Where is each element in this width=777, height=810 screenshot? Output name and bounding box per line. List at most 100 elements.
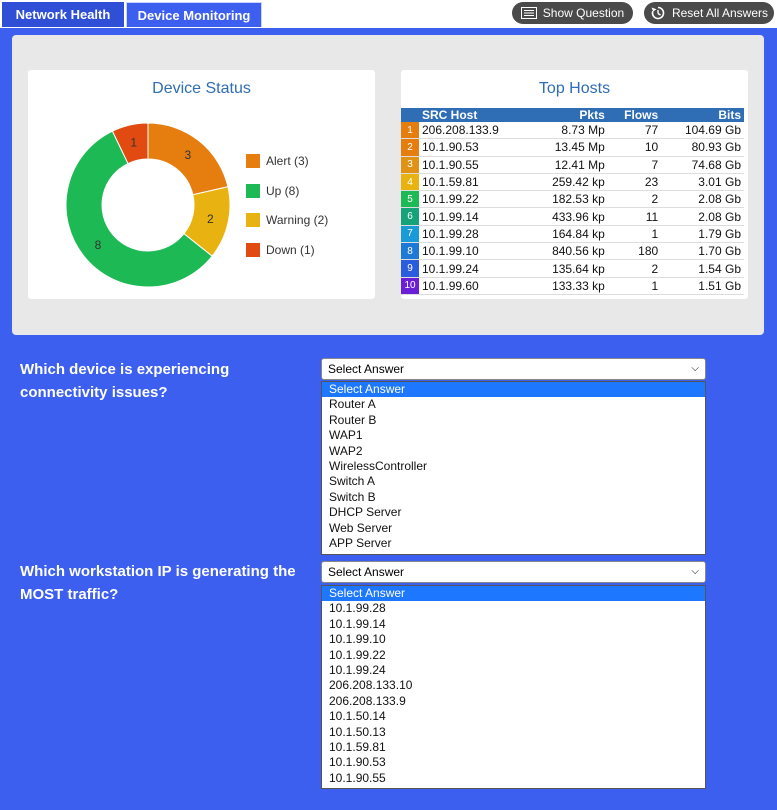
- dropdown-option[interactable]: 10.1.99.14: [329, 616, 386, 631]
- donut-value-label: 8: [95, 238, 102, 252]
- dropdown-option[interactable]: 10.1.99.22: [329, 647, 386, 662]
- legend-swatch: [246, 242, 260, 257]
- question-1-select[interactable]: Select Answer ⌵: [321, 358, 706, 380]
- src-host-cell: 10.1.99.10: [419, 242, 530, 261]
- dropdown-option[interactable]: Select Answer: [322, 382, 705, 398]
- dropdown-option[interactable]: WAP1: [329, 428, 363, 443]
- bits-cell: 74.68 Gb: [661, 156, 744, 174]
- dropdown-option[interactable]: 10.1.99.28: [329, 601, 386, 616]
- question-1-options-list[interactable]: Select Answer Router A Router B WAP1 WAP2 Wir…: [321, 381, 706, 555]
- dropdown-option[interactable]: 10.1.90.55: [329, 770, 386, 785]
- flows-cell: 10: [607, 138, 662, 157]
- rank-cell: 8: [401, 242, 419, 261]
- legend-label: Down (1): [266, 242, 315, 257]
- legend-swatch: [246, 213, 260, 227]
- flows-cell: 2: [607, 190, 662, 209]
- donut-slice-down: [111, 122, 149, 165]
- dropdown-option[interactable]: Web Server: [329, 520, 393, 535]
- top-hosts-title: Top Hosts: [538, 80, 611, 97]
- table-row: 3 10.1.90.55 12.41 Mp 7 74.68 Gb: [401, 156, 744, 174]
- table-row: 6 10.1.99.14 433.96 kp 11 2.08 Gb: [401, 207, 744, 226]
- question-1-text: Which device is experiencing connectivit…: [20, 361, 230, 401]
- column-header-pkts: Pkts: [529, 108, 608, 122]
- pkts-cell: 182.53 kp: [529, 190, 608, 209]
- src-host-cell: 10.1.90.55: [419, 156, 530, 174]
- flows-cell: 23: [607, 173, 662, 192]
- bits-cell: 80.93 Gb: [661, 138, 744, 157]
- table-row: 10 10.1.99.60 133.33 kp 1 1.51 Gb: [401, 277, 744, 295]
- bits-cell: 1.79 Gb: [661, 225, 744, 244]
- table-row: 9 10.1.99.24 135.64 kp 2 1.54 Gb: [401, 259, 744, 278]
- src-host-cell: 10.1.90.53: [419, 138, 530, 157]
- table-row: 8 10.1.99.10 840.56 kp 180 1.70 Gb: [401, 242, 744, 261]
- rank-cell: 3: [401, 156, 419, 174]
- pkts-cell: 433.96 kp: [529, 207, 608, 226]
- donut-value-label: 2: [207, 212, 214, 226]
- legend-label: Alert (3): [266, 154, 309, 168]
- src-host-cell: 10.1.99.22: [419, 190, 530, 209]
- table-row: 7 10.1.99.28 164.84 kp 1 1.79 Gb: [401, 225, 744, 244]
- reset-all-answers-label: Reset All Answers: [671, 6, 769, 20]
- legend-item: Warning (2): [246, 211, 328, 229]
- bits-cell: 3.01 Gb: [661, 173, 744, 192]
- reset-all-answers-button[interactable]: Reset All Answers: [644, 2, 774, 24]
- dropdown-option[interactable]: 10.1.50.14: [329, 709, 386, 724]
- tab-device-monitoring[interactable]: Device Monitoring: [126, 2, 262, 27]
- question-1-selected-value: Select Answer: [328, 362, 405, 376]
- main-area: Device Status 3 2 8 1 Alert (3) Up (8) Warnin…: [0, 28, 777, 810]
- src-host-cell: 10.1.99.60: [419, 277, 530, 295]
- table-row: 5 10.1.99.22 182.53 kp 2 2.08 Gb: [401, 190, 744, 209]
- rank-cell: 5: [401, 190, 419, 209]
- donut-value-label: 1: [130, 136, 137, 150]
- dropdown-option[interactable]: 10.1.99.24: [329, 662, 386, 677]
- dropdown-option[interactable]: 206.208.133.9: [329, 693, 406, 708]
- question-2-text: Which workstation IP is generating the M…: [20, 563, 296, 603]
- rank-cell: 1: [401, 122, 419, 140]
- dropdown-option[interactable]: DHCP Server: [329, 505, 402, 520]
- dropdown-option[interactable]: WAP2: [329, 443, 363, 458]
- src-host-cell: 10.1.99.28: [419, 225, 530, 244]
- flows-cell: 1: [607, 225, 662, 244]
- rank-cell: 9: [401, 259, 419, 278]
- src-host-cell: 206.208.133.9: [419, 122, 530, 140]
- bits-cell: 2.08 Gb: [661, 207, 744, 226]
- bits-cell: 104.69 Gb: [661, 122, 744, 140]
- dropdown-option[interactable]: 10.1.59.81: [329, 739, 386, 754]
- table-row: 2 10.1.90.53 13.45 Mp 10 80.93 Gb: [401, 138, 744, 157]
- legend-swatch: [246, 183, 260, 198]
- rank-cell: 10: [401, 277, 419, 295]
- dropdown-option[interactable]: 10.1.90.53: [329, 755, 386, 770]
- top-bar: Network Health Device Monitoring Show Qu…: [0, 0, 777, 28]
- table-row: 4 10.1.59.81 259.42 kp 23 3.01 Gb: [401, 173, 744, 192]
- dropdown-option[interactable]: Switch A: [329, 474, 376, 489]
- dropdown-option[interactable]: WirelessController: [329, 458, 428, 473]
- dropdown-option[interactable]: APP Server: [329, 535, 392, 550]
- dropdown-option[interactable]: Router B: [329, 412, 377, 427]
- show-question-button[interactable]: Show Question: [512, 2, 633, 24]
- device-status-title: Device Status: [152, 80, 251, 97]
- pkts-cell: 8.73 Mp: [529, 122, 608, 140]
- dropdown-option[interactable]: 10.1.50.13: [329, 724, 386, 739]
- flows-cell: 77: [607, 122, 662, 140]
- legend-item: Down (1): [246, 241, 328, 259]
- dropdown-option[interactable]: 206.208.133.10: [329, 678, 413, 693]
- table-header-row: SRC Host Pkts Flows Bits: [401, 108, 744, 122]
- pkts-cell: 164.84 kp: [529, 225, 608, 244]
- flows-cell: 2: [607, 259, 662, 278]
- legend-item: Up (8): [246, 182, 328, 200]
- dropdown-option[interactable]: Select Answer: [322, 586, 705, 602]
- rank-column-header: [401, 108, 419, 122]
- dropdown-option[interactable]: Switch B: [329, 489, 376, 504]
- top-hosts-card: Top Hosts SRC Host Pkts Flows Bits 1 206.…: [401, 70, 748, 299]
- question-2-options-list[interactable]: Select Answer 10.1.99.28 10.1.99.14 10.1.99…: [321, 585, 706, 789]
- bits-cell: 2.08 Gb: [661, 190, 744, 209]
- question-2-select[interactable]: Select Answer ⌵: [321, 561, 706, 583]
- pkts-cell: 13.45 Mp: [529, 138, 608, 157]
- pkts-cell: 259.42 kp: [529, 173, 608, 192]
- rank-cell: 4: [401, 173, 419, 192]
- tab-network-health[interactable]: Network Health: [2, 2, 124, 27]
- legend-label: Up (8): [266, 183, 300, 198]
- dropdown-option[interactable]: 10.1.99.10: [329, 632, 386, 647]
- dropdown-option[interactable]: Router A: [329, 397, 376, 412]
- device-status-card: Device Status 3 2 8 1 Alert (3) Up (8) Warnin…: [28, 70, 375, 299]
